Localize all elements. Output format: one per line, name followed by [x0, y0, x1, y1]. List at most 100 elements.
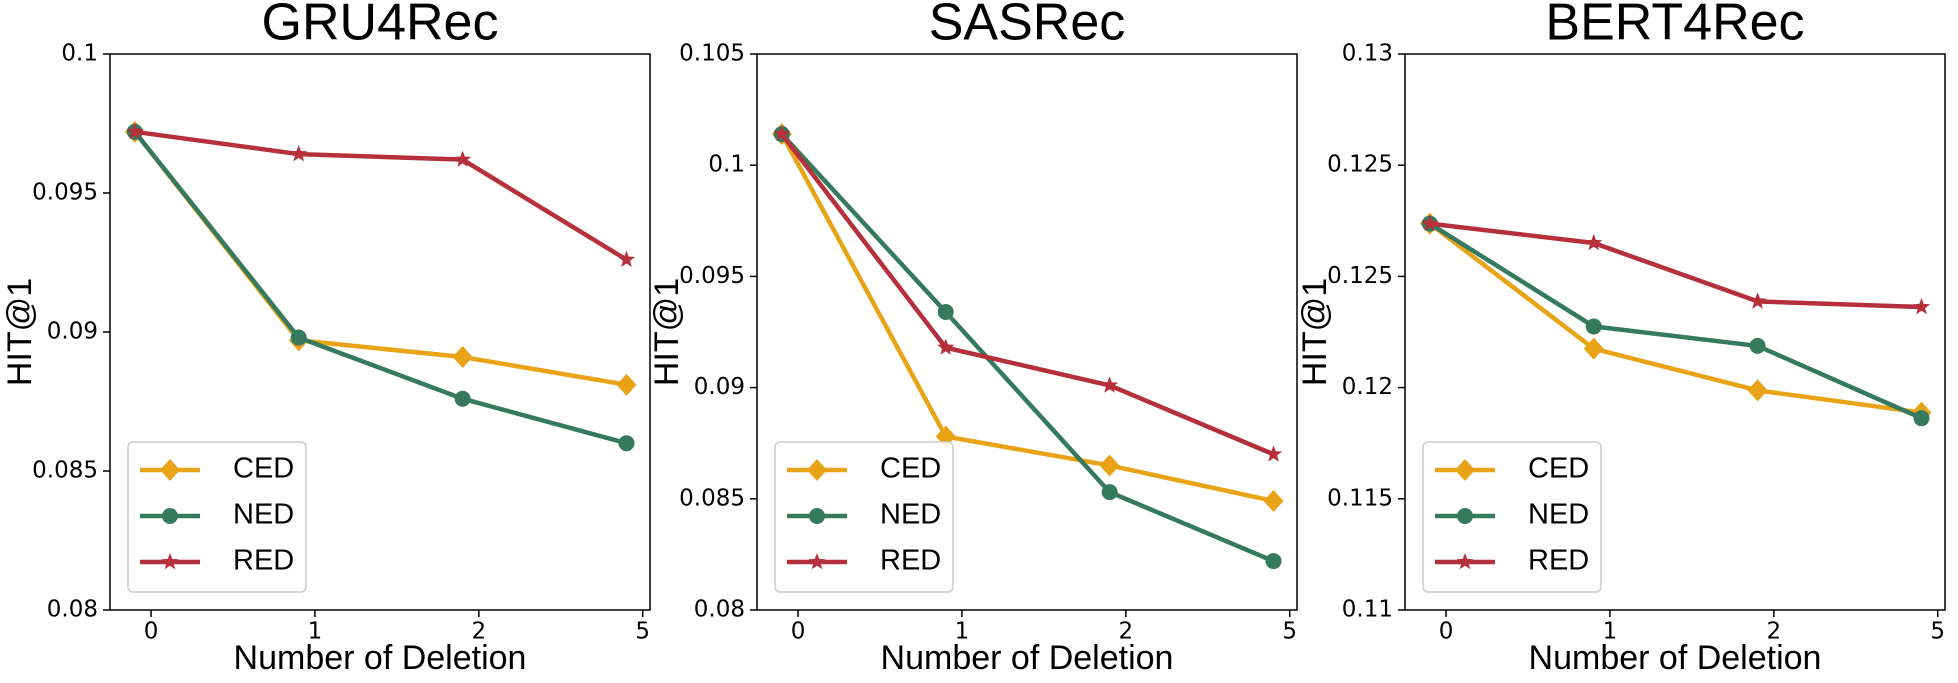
y-tick-label: 0.11	[1342, 597, 1393, 623]
chart-title: GRU4Rec	[262, 0, 499, 52]
marker	[290, 329, 307, 346]
x-tick-label: 2	[471, 619, 486, 645]
legend-box	[1422, 441, 1602, 593]
marker	[290, 145, 308, 162]
y-tick-label: 0.09	[694, 374, 745, 400]
plot-frame	[756, 53, 1298, 611]
x-tick-label: 2	[1766, 619, 1781, 645]
x-tick-label: 0	[791, 619, 806, 645]
legend-label: CED	[880, 453, 941, 485]
marker	[809, 508, 825, 524]
marker	[126, 122, 144, 140]
y-tick-label: 0.12	[1342, 374, 1393, 400]
series-line	[1428, 221, 1923, 421]
legend-label: RED	[233, 545, 294, 577]
marker	[937, 338, 955, 355]
y-tick-label: 0.105	[679, 41, 745, 67]
x-tick-label: 5	[1282, 619, 1297, 645]
marker	[1583, 337, 1604, 360]
marker	[1265, 445, 1283, 462]
x-axis-label: Number of Deletion	[881, 639, 1174, 677]
y-axis-label: HIT@1	[1296, 278, 1334, 386]
y-tick-label: 0.115	[1327, 485, 1393, 511]
legend-box	[774, 441, 954, 593]
marker	[618, 435, 635, 452]
marker	[616, 373, 637, 396]
series-line	[779, 133, 1274, 504]
legend-label: RED	[1528, 545, 1589, 577]
marker	[1421, 214, 1439, 231]
marker	[161, 553, 179, 570]
y-tick-label: 0.08	[694, 597, 745, 623]
y-tick-label: 0.1	[61, 41, 98, 67]
marker	[1099, 454, 1120, 477]
marker	[1913, 410, 1930, 427]
marker	[452, 346, 473, 369]
legend-label: NED	[1528, 499, 1589, 531]
marker	[1749, 337, 1766, 354]
y-tick-label: 0.095	[679, 263, 745, 289]
marker	[937, 303, 954, 320]
marker	[773, 125, 791, 142]
marker	[807, 459, 827, 481]
plot-frame	[1404, 53, 1946, 611]
marker	[1101, 376, 1119, 393]
y-tick-label: 0.085	[679, 485, 745, 511]
x-tick-label: 2	[1118, 619, 1133, 645]
y-tick-label: 0.125	[1327, 263, 1393, 289]
y-tick-label: 0.08	[47, 597, 98, 623]
series-line	[133, 130, 627, 388]
x-tick-label: 5	[1930, 619, 1945, 645]
legend-label: RED	[880, 545, 941, 577]
plot-frame	[109, 53, 651, 611]
marker	[1585, 234, 1603, 251]
y-tick-label: 0.125	[1327, 152, 1393, 178]
y-tick-label: 0.1	[708, 152, 745, 178]
y-axis-label: HIT@1	[1, 278, 39, 386]
marker	[1457, 508, 1473, 524]
legend-label: NED	[880, 499, 941, 531]
marker	[454, 390, 471, 407]
marker	[454, 150, 472, 167]
marker	[618, 250, 636, 267]
x-tick-label: 0	[144, 619, 159, 645]
marker	[1456, 553, 1474, 570]
x-tick-label: 1	[1603, 619, 1618, 645]
y-tick-label: 0.13	[1342, 41, 1393, 67]
x-tick-label: 0	[1439, 619, 1454, 645]
marker	[808, 553, 826, 570]
legend-label: NED	[233, 499, 294, 531]
series-line	[780, 132, 1275, 564]
x-axis-label: Number of Deletion	[234, 639, 527, 677]
x-tick-label: 5	[635, 619, 650, 645]
marker	[160, 459, 180, 481]
marker	[162, 508, 178, 524]
legend-label: CED	[233, 453, 294, 485]
series-line	[133, 130, 628, 446]
series-line	[134, 129, 628, 262]
chart-title: BERT4Rec	[1545, 0, 1804, 52]
marker	[1913, 298, 1931, 315]
marker	[1101, 484, 1118, 501]
legend-box	[127, 441, 307, 593]
x-tick-label: 1	[308, 619, 323, 645]
series-line	[1429, 221, 1922, 310]
series-line	[1428, 221, 1922, 415]
x-tick-label: 1	[955, 619, 970, 645]
marker	[1747, 379, 1768, 402]
marker	[1585, 318, 1602, 335]
x-axis-label: Number of Deletion	[1529, 639, 1822, 677]
y-tick-label: 0.09	[47, 319, 98, 345]
y-axis-label: HIT@1	[648, 278, 686, 386]
marker	[1749, 292, 1767, 309]
chart-title: SASRec	[929, 0, 1126, 52]
marker	[1263, 490, 1284, 513]
series-line	[780, 132, 1275, 457]
legend-label: CED	[1528, 453, 1589, 485]
marker	[1265, 553, 1282, 570]
marker	[1455, 459, 1475, 481]
y-tick-label: 0.095	[32, 180, 98, 206]
y-tick-label: 0.085	[32, 458, 98, 484]
